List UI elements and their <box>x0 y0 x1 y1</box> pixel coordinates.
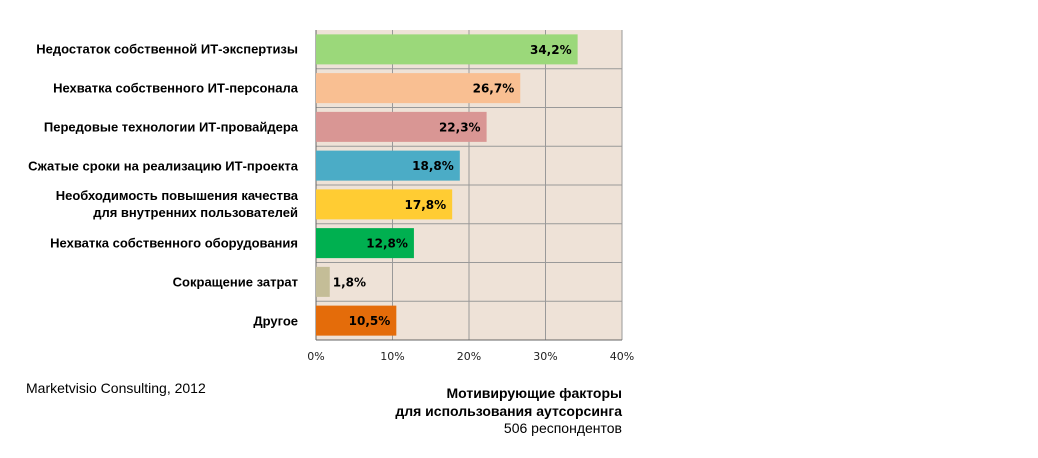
source: Marketvisio Consulting, 2012 <box>26 380 206 396</box>
x-tick-label: 10% <box>380 350 404 363</box>
value-label: 22,3% <box>439 120 481 134</box>
chart-title: Мотивирующие факторы для использования а… <box>395 385 622 419</box>
y-tick-label: Сжатые сроки на реализацию ИТ-проекта <box>28 158 298 174</box>
bar <box>316 111 487 142</box>
x-tick-label: 30% <box>533 350 557 363</box>
value-label: 26,7% <box>473 82 515 96</box>
value-label: 1,8% <box>333 275 366 289</box>
value-label: 17,8% <box>405 198 447 212</box>
x-tick-label: 40% <box>610 350 634 363</box>
y-tick-label: Необходимость повышения качества для вну… <box>55 188 298 221</box>
bar <box>316 150 460 181</box>
x-tick-label: 0% <box>307 350 324 363</box>
chart-subtitle: 506 респондентов <box>503 420 622 436</box>
y-tick-label: Сокращение затрат <box>172 274 298 290</box>
bar <box>316 305 397 336</box>
y-tick-label: Нехватка собственного ИТ-персонала <box>53 80 298 96</box>
bar <box>316 34 578 65</box>
value-label: 10,5% <box>349 314 391 328</box>
bar <box>316 73 521 104</box>
bar <box>316 266 330 297</box>
x-tick-label: 20% <box>457 350 481 363</box>
y-tick-label: Передовые технологии ИТ-провайдера <box>43 119 298 135</box>
value-label: 18,8% <box>412 159 454 173</box>
bar <box>316 189 453 220</box>
value-label: 34,2% <box>530 43 572 57</box>
y-tick-label: Недостаток собственной ИТ-экспертизы <box>36 41 298 57</box>
y-tick-label: Другое <box>253 313 298 329</box>
bar <box>316 228 414 259</box>
value-label: 12,8% <box>366 237 408 251</box>
y-tick-label: Нехватка собственного оборудования <box>50 235 298 251</box>
